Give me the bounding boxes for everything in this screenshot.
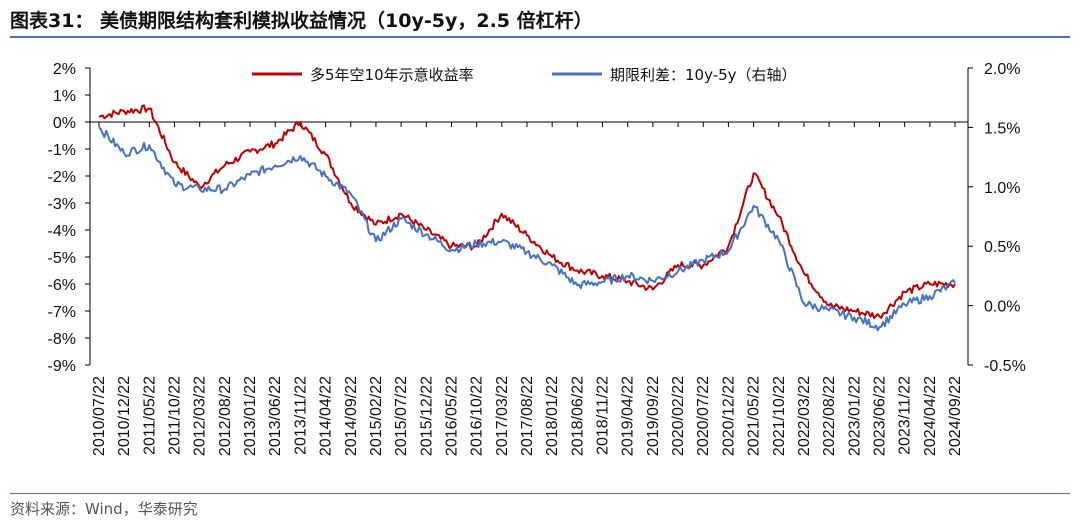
x-tick-label: 2010/12/22 <box>116 376 133 456</box>
x-tick-label: 2014/09/22 <box>343 376 360 456</box>
x-tick-label: 2020/07/22 <box>695 376 712 456</box>
left-tick-label: 2% <box>53 61 76 78</box>
x-tick-label: 2010/07/22 <box>91 376 108 456</box>
title-divider <box>10 36 1070 38</box>
x-tick-label: 2014/04/22 <box>318 376 335 456</box>
x-tick-label: 2024/04/22 <box>922 376 939 456</box>
x-tick-label: 2020/12/22 <box>720 376 737 456</box>
x-tick-label: 2022/08/22 <box>821 376 838 456</box>
left-tick-label: -7% <box>48 304 76 321</box>
left-tick-label: -5% <box>48 250 76 267</box>
series-line-2 <box>98 126 956 332</box>
x-tick-label: 2016/10/22 <box>469 376 486 456</box>
x-tick-label: 2017/03/22 <box>494 376 511 456</box>
series-line-1 <box>98 104 956 320</box>
x-tick-label: 2018/11/22 <box>595 376 612 455</box>
right-tick-label: 1.0% <box>984 180 1020 197</box>
axes <box>89 68 969 365</box>
x-tick-label: 2016/05/22 <box>443 376 460 456</box>
x-tick-label: 2012/08/22 <box>217 376 234 456</box>
source-divider <box>10 493 1070 494</box>
x-tick-label: 2019/09/22 <box>645 376 662 456</box>
x-tick-label: 2018/01/22 <box>544 376 561 456</box>
left-tick-label: -1% <box>48 142 76 159</box>
legend: 多5年空10年示意收益率 期限利差：10y-5y（右轴） <box>252 66 797 84</box>
series-lines <box>98 104 956 332</box>
x-tick-label: 2022/03/22 <box>796 376 813 456</box>
x-tick-label: 2023/11/22 <box>897 376 914 455</box>
right-tick-label: 1.5% <box>984 120 1020 137</box>
x-tick-label: 2023/01/22 <box>846 376 863 456</box>
x-tick-label: 2013/06/22 <box>267 376 284 456</box>
right-tick-label: -0.5% <box>984 358 1026 375</box>
left-tick-label: 1% <box>53 88 76 105</box>
legend-label-1: 多5年空10年示意收益率 <box>310 66 474 84</box>
ticks: 2% 1% 0% -1% -2% -3% -4% -5% -6% -7% -8% -9% 2.0% 1.5… <box>48 61 1026 456</box>
right-tick-label: 2.0% <box>984 61 1020 78</box>
x-tick-label: 2020/02/22 <box>670 376 687 456</box>
x-tick-label: 2021/05/22 <box>746 376 763 456</box>
right-tick-label: 0.0% <box>984 299 1020 316</box>
x-tick-label: 2013/01/22 <box>242 376 259 456</box>
x-tick-label: 2011/05/22 <box>141 376 158 455</box>
chart-title: 图表31： 美债期限结构套利模拟收益情况（10y-5y，2.5 倍杠杆） <box>10 10 593 32</box>
x-tick-label: 2015/12/22 <box>418 376 435 456</box>
left-tick-label: -4% <box>48 223 76 240</box>
x-tick-label: 2023/06/22 <box>871 376 888 456</box>
x-tick-label: 2011/10/22 <box>167 376 184 455</box>
x-tick-label: 2017/08/22 <box>519 376 536 456</box>
left-tick-label: -3% <box>48 196 76 213</box>
x-tick-label: 2013/11/22 <box>292 376 309 455</box>
right-tick-label: 0.5% <box>984 239 1020 256</box>
x-tick-label: 2015/02/22 <box>368 376 385 456</box>
left-tick-label: -6% <box>48 277 76 294</box>
source-note: 资料来源：Wind，华泰研究 <box>10 500 198 518</box>
left-tick-label: 0% <box>53 115 76 132</box>
x-tick-label: 2024/09/22 <box>947 376 964 456</box>
x-tick-label: 2015/07/22 <box>393 376 410 456</box>
x-tick-label: 2012/03/22 <box>192 376 209 456</box>
legend-label-2: 期限利差：10y-5y（右轴） <box>610 66 797 84</box>
x-tick-label: 2021/10/22 <box>771 376 788 456</box>
x-tick-label: 2018/06/22 <box>569 376 586 456</box>
left-tick-label: -2% <box>48 169 76 186</box>
left-tick-label: -9% <box>48 358 76 375</box>
x-tick-label: 2019/04/22 <box>620 376 637 456</box>
left-tick-label: -8% <box>48 331 76 348</box>
